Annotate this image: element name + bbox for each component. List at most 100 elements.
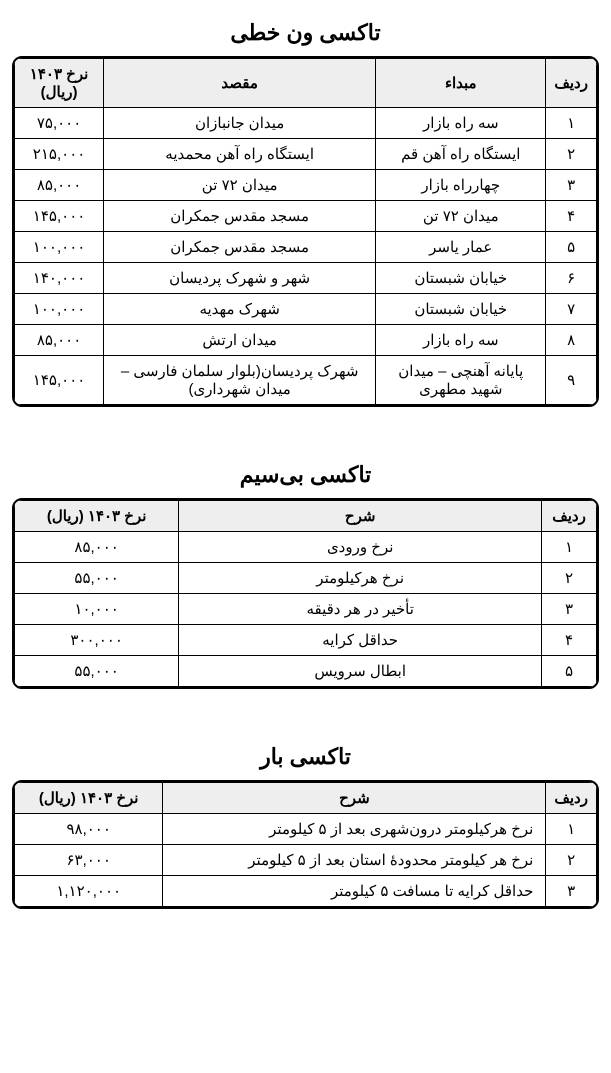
cell-rate: ۷۵,۰۰۰ [15, 108, 104, 139]
cell-rate: ۱۴۵,۰۰۰ [15, 356, 104, 405]
table-wrap: ردیفمبداءمقصدنرخ ۱۴۰۳ (ریال)۱سه راه بازا… [12, 56, 599, 407]
cell-dest: مسجد مقدس جمکران [104, 201, 376, 232]
table-header-row: ردیفشرحنرخ ۱۴۰۳ (ریال) [15, 501, 597, 532]
cell-rate: ۵۵,۰۰۰ [15, 563, 179, 594]
table-row: ۵ابطال سرویس۵۵,۰۰۰ [15, 656, 597, 687]
cell-desc: تأخیر در هر دقیقه [179, 594, 542, 625]
fare-table: ردیفشرحنرخ ۱۴۰۳ (ریال)۱نرخ هرکیلومتر درو… [14, 782, 597, 907]
section-title: تاکسی ون خطی [12, 20, 599, 46]
cell-radif: ۶ [546, 263, 597, 294]
cell-desc: نرخ هرکیلومتر درون‌شهری بعد از ۵ کیلومتر [163, 814, 546, 845]
cell-rate: ۸۵,۰۰۰ [15, 170, 104, 201]
table-row: ۳حداقل کرایه تا مسافت ۵ کیلومتر۱,۱۲۰,۰۰۰ [15, 876, 597, 907]
table-row: ۸سه راه بازارمیدان ارتش۸۵,۰۰۰ [15, 325, 597, 356]
column-header: نرخ ۱۴۰۳ (ریال) [15, 59, 104, 108]
cell-desc: نرخ ورودی [179, 532, 542, 563]
column-header: مبداء [376, 59, 546, 108]
cell-radif: ۱ [546, 814, 597, 845]
table-row: ۷خیابان شبستانشهرک مهدیه۱۰۰,۰۰۰ [15, 294, 597, 325]
fare-table: ردیفمبداءمقصدنرخ ۱۴۰۳ (ریال)۱سه راه بازا… [14, 58, 597, 405]
table-wrap: ردیفشرحنرخ ۱۴۰۳ (ریال)۱نرخ هرکیلومتر درو… [12, 780, 599, 909]
cell-radif: ۳ [546, 170, 597, 201]
table-row: ۱نرخ ورودی۸۵,۰۰۰ [15, 532, 597, 563]
cell-radif: ۱ [546, 108, 597, 139]
cell-origin: چهارراه بازار [376, 170, 546, 201]
fare-table: ردیفشرحنرخ ۱۴۰۳ (ریال)۱نرخ ورودی۸۵,۰۰۰۲ن… [14, 500, 597, 687]
cell-radif: ۴ [542, 625, 597, 656]
cell-radif: ۱ [542, 532, 597, 563]
table-row: ۴حداقل کرایه۳۰۰,۰۰۰ [15, 625, 597, 656]
table-row: ۴میدان ۷۲ تنمسجد مقدس جمکران۱۴۵,۰۰۰ [15, 201, 597, 232]
cell-rate: ۱,۱۲۰,۰۰۰ [15, 876, 163, 907]
cell-origin: عمار یاسر [376, 232, 546, 263]
cell-rate: ۵۵,۰۰۰ [15, 656, 179, 687]
cell-rate: ۱۰۰,۰۰۰ [15, 294, 104, 325]
cell-dest: مسجد مقدس جمکران [104, 232, 376, 263]
cell-rate: ۹۸,۰۰۰ [15, 814, 163, 845]
cell-rate: ۶۳,۰۰۰ [15, 845, 163, 876]
cell-rate: ۱۴۵,۰۰۰ [15, 201, 104, 232]
cell-radif: ۹ [546, 356, 597, 405]
cell-origin: سه راه بازار [376, 325, 546, 356]
table-row: ۱نرخ هرکیلومتر درون‌شهری بعد از ۵ کیلومت… [15, 814, 597, 845]
cell-origin: سه راه بازار [376, 108, 546, 139]
table-row: ۲نرخ هرکیلومتر۵۵,۰۰۰ [15, 563, 597, 594]
column-header: نرخ ۱۴۰۳ (ریال) [15, 783, 163, 814]
cell-radif: ۴ [546, 201, 597, 232]
column-header: ردیف [546, 59, 597, 108]
cell-rate: ۱۴۰,۰۰۰ [15, 263, 104, 294]
table-wrap: ردیفشرحنرخ ۱۴۰۳ (ریال)۱نرخ ورودی۸۵,۰۰۰۲ن… [12, 498, 599, 689]
cell-dest: شهرک پردیسان(بلوار سلمان فارسی – میدان ش… [104, 356, 376, 405]
cell-rate: ۱۰۰,۰۰۰ [15, 232, 104, 263]
table-row: ۲ایستگاه راه آهن قمایستگاه راه آهن محمدی… [15, 139, 597, 170]
table-row: ۹پایانه آهنچی – میدان شهید مطهریشهرک پرد… [15, 356, 597, 405]
cell-rate: ۱۰,۰۰۰ [15, 594, 179, 625]
cell-radif: ۲ [546, 139, 597, 170]
document-root: تاکسی ون خطیردیفمبداءمقصدنرخ ۱۴۰۳ (ریال)… [12, 20, 599, 909]
cell-origin: ایستگاه راه آهن قم [376, 139, 546, 170]
cell-dest: شهر و شهرک پردیسان [104, 263, 376, 294]
cell-radif: ۸ [546, 325, 597, 356]
cell-origin: خیابان شبستان [376, 294, 546, 325]
column-header: ردیف [546, 783, 597, 814]
cell-radif: ۲ [546, 845, 597, 876]
column-header: شرح [163, 783, 546, 814]
table-row: ۱سه راه بازارمیدان جانبازان۷۵,۰۰۰ [15, 108, 597, 139]
cell-radif: ۲ [542, 563, 597, 594]
cell-rate: ۸۵,۰۰۰ [15, 325, 104, 356]
cell-dest: شهرک مهدیه [104, 294, 376, 325]
column-header: ردیف [542, 501, 597, 532]
table-row: ۶خیابان شبستانشهر و شهرک پردیسان۱۴۰,۰۰۰ [15, 263, 597, 294]
cell-radif: ۳ [542, 594, 597, 625]
cell-radif: ۷ [546, 294, 597, 325]
cell-desc: نرخ هرکیلومتر [179, 563, 542, 594]
cell-radif: ۵ [546, 232, 597, 263]
cell-dest: میدان ۷۲ تن [104, 170, 376, 201]
section-title: تاکسی بار [12, 744, 599, 770]
column-header: مقصد [104, 59, 376, 108]
cell-radif: ۵ [542, 656, 597, 687]
table-header-row: ردیفمبداءمقصدنرخ ۱۴۰۳ (ریال) [15, 59, 597, 108]
cell-radif: ۳ [546, 876, 597, 907]
table-row: ۳چهارراه بازارمیدان ۷۲ تن۸۵,۰۰۰ [15, 170, 597, 201]
cell-desc: حداقل کرایه تا مسافت ۵ کیلومتر [163, 876, 546, 907]
cell-desc: حداقل کرایه [179, 625, 542, 656]
cell-dest: میدان جانبازان [104, 108, 376, 139]
cell-origin: خیابان شبستان [376, 263, 546, 294]
table-header-row: ردیفشرحنرخ ۱۴۰۳ (ریال) [15, 783, 597, 814]
section-title: تاکسی بی‌سیم [12, 462, 599, 488]
column-header: نرخ ۱۴۰۳ (ریال) [15, 501, 179, 532]
table-section: تاکسی ون خطی ردیفمبداءمقصدنرخ ۱۴۰۳ (ریال)… [12, 20, 599, 407]
table-section: تاکسی بی‌سیم ردیفشرحنرخ ۱۴۰۳ (ریال)۱نرخ و… [12, 462, 599, 689]
cell-origin: پایانه آهنچی – میدان شهید مطهری [376, 356, 546, 405]
cell-rate: ۲۱۵,۰۰۰ [15, 139, 104, 170]
cell-rate: ۸۵,۰۰۰ [15, 532, 179, 563]
cell-dest: میدان ارتش [104, 325, 376, 356]
table-section: تاکسی بارردیفشرحنرخ ۱۴۰۳ (ریال)۱نرخ هرکی… [12, 744, 599, 909]
cell-origin: میدان ۷۲ تن [376, 201, 546, 232]
table-row: ۵عمار یاسرمسجد مقدس جمکران۱۰۰,۰۰۰ [15, 232, 597, 263]
cell-desc: ابطال سرویس [179, 656, 542, 687]
table-row: ۳تأخیر در هر دقیقه۱۰,۰۰۰ [15, 594, 597, 625]
cell-rate: ۳۰۰,۰۰۰ [15, 625, 179, 656]
table-row: ۲نرخ هر کیلومتر محدودهٔ استان بعد از ۵ ک… [15, 845, 597, 876]
